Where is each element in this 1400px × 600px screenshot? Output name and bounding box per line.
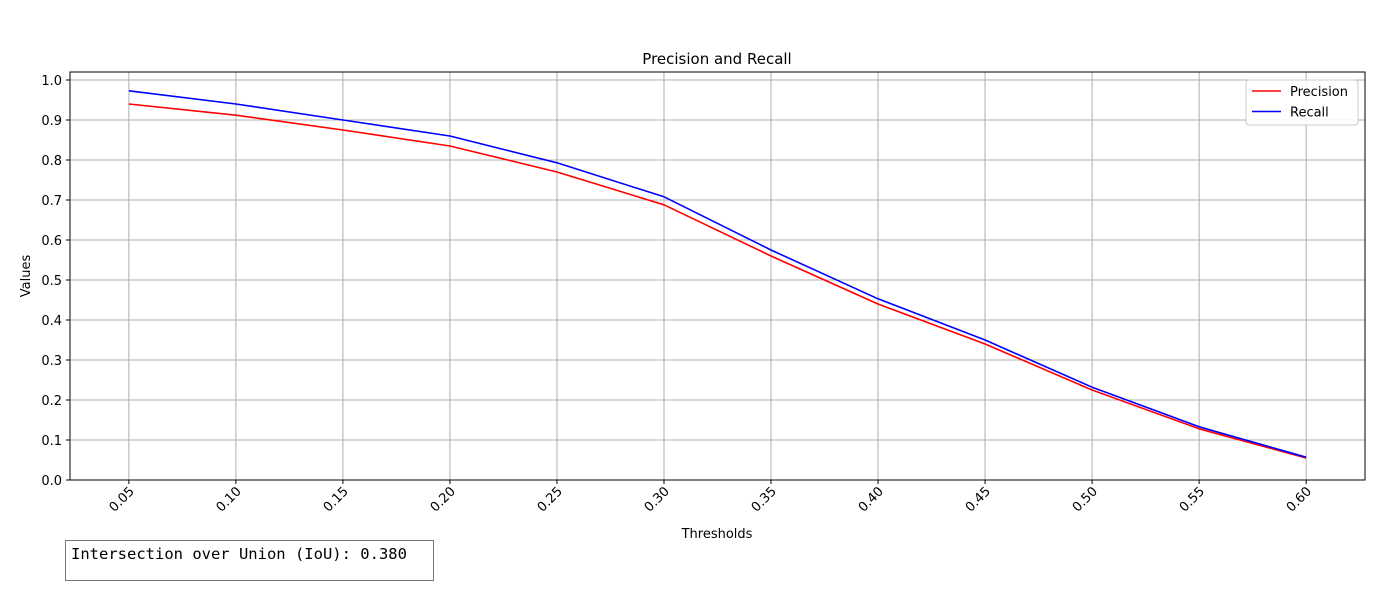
chart-title: Precision and Recall [642, 50, 791, 68]
x-tick-label: 0.45 [963, 484, 994, 515]
legend-label-precision: Precision [1290, 85, 1348, 100]
iou-annotation-box: Intersection over Union (IoU): 0.380 [65, 540, 434, 581]
legend-label-recall: Recall [1290, 106, 1329, 121]
x-axis-title: Thresholds [681, 527, 753, 542]
x-tick-label: 0.40 [856, 484, 887, 515]
legend: Precision Recall [1245, 79, 1359, 126]
y-tick-label: 0.5 [41, 274, 62, 289]
y-tick-label: 0.9 [41, 114, 62, 129]
y-tick-label: 0.3 [41, 354, 62, 369]
y-axis-title: Values [19, 255, 34, 298]
x-tick-label: 0.15 [321, 484, 352, 515]
y-tick-label: 0.0 [41, 474, 62, 489]
y-tick-label: 0.1 [41, 434, 62, 449]
x-tick-label: 0.25 [535, 484, 566, 515]
y-tick-label: 0.6 [41, 234, 62, 249]
iou-annotation-text: Intersection over Union (IoU): 0.380 [71, 545, 407, 563]
x-tick-label: 0.60 [1284, 484, 1315, 515]
y-axis-ticks: 0.0 0.1 0.2 0.3 0.4 0.5 0.6 0.7 0.8 0.9 1.0 [41, 74, 70, 489]
plot-frame [69, 71, 1366, 481]
x-tick-label: 0.30 [642, 484, 673, 515]
y-tick-label: 0.7 [41, 194, 62, 209]
x-tick-label: 0.35 [749, 484, 780, 515]
y-tick-label: 0.8 [41, 154, 62, 169]
x-tick-label: 0.10 [214, 484, 245, 515]
y-tick-label: 1.0 [41, 74, 62, 89]
series-lines [128, 90, 1307, 459]
x-tick-label: 0.05 [107, 484, 138, 515]
y-tick-label: 0.4 [41, 314, 62, 329]
series-line-precision [128, 103, 1307, 459]
x-tick-label: 0.20 [428, 484, 459, 515]
x-tick-label: 0.55 [1177, 484, 1208, 515]
series-line-recall [128, 90, 1307, 458]
x-tick-label: 0.50 [1070, 484, 1101, 515]
x-axis-ticks: 0.05 0.10 0.15 0.20 0.25 0.30 0.35 0.40 0.45 0.50… [107, 480, 1315, 515]
y-tick-label: 0.2 [41, 394, 62, 409]
